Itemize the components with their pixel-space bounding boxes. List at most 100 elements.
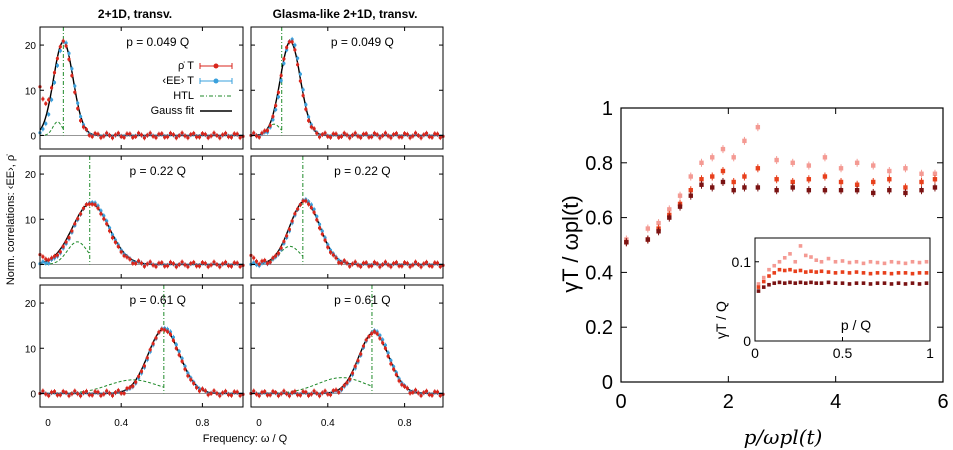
- rho-point: [105, 389, 109, 393]
- rho-point: [320, 391, 324, 395]
- inset-point: [924, 259, 929, 264]
- rho-point: [203, 132, 207, 136]
- rho-point: [128, 257, 132, 261]
- rho-point: [79, 212, 83, 216]
- inset-point: [861, 271, 866, 275]
- rho-point: [203, 261, 207, 265]
- rho-point: [337, 261, 341, 265]
- ytick-label: 0: [30, 389, 36, 400]
- main-point: [731, 179, 736, 185]
- rho-point: [183, 263, 187, 267]
- inset-point: [903, 271, 908, 275]
- inset-point: [777, 267, 782, 272]
- ee-point: [105, 219, 109, 223]
- rho-point: [413, 388, 418, 392]
- rho-point: [186, 374, 190, 378]
- rho-point: [171, 338, 175, 343]
- rho-point: [177, 263, 181, 267]
- legend-marker: [213, 78, 219, 84]
- inset-point: [788, 280, 792, 285]
- ee-point: [110, 233, 115, 237]
- inset-point: [819, 259, 824, 264]
- inset-point: [889, 259, 894, 264]
- rho-point: [254, 259, 259, 263]
- rho-point: [400, 383, 404, 387]
- rho-point: [226, 264, 231, 268]
- ee-point: [47, 112, 51, 116]
- rho-point: [307, 202, 311, 206]
- inset-point: [847, 282, 852, 286]
- ee-point: [58, 49, 62, 53]
- gauss-fit-curve: [39, 40, 243, 137]
- rho-point: [435, 261, 440, 265]
- rho-point: [119, 134, 123, 139]
- main-ytick-label: 0.8: [585, 153, 613, 175]
- rho-point: [274, 254, 278, 258]
- main-point: [854, 182, 860, 187]
- rho-point: [367, 334, 371, 339]
- rho-point: [209, 134, 213, 138]
- rho-point: [105, 131, 109, 135]
- legend-label-rho: ρ̇ T: [178, 60, 194, 72]
- rho-point: [206, 136, 210, 140]
- inset-ytick-label: 0: [743, 333, 751, 349]
- rho-point: [408, 391, 412, 395]
- rho-point: [438, 135, 442, 140]
- rho-point: [403, 131, 407, 136]
- rho-point: [134, 134, 138, 139]
- rho-point: [424, 260, 429, 264]
- ytick-label: 20: [25, 299, 37, 310]
- rho-point: [148, 131, 152, 135]
- ee-point: [307, 200, 311, 204]
- ee-point: [389, 358, 393, 363]
- rho-point: [348, 136, 352, 140]
- main-point: [871, 179, 876, 185]
- main-point: [645, 226, 651, 231]
- rho-point: [218, 265, 222, 269]
- rho-point: [304, 107, 308, 111]
- rho-point: [128, 385, 132, 390]
- right-main-plot: 0 0.2 0.4 0.6 0.8 1 0 2 4 6: [585, 98, 948, 413]
- rho-point: [160, 327, 164, 331]
- inset-point: [917, 282, 922, 286]
- ee-point: [52, 80, 57, 85]
- rho-point: [252, 256, 256, 260]
- rho-point: [119, 391, 123, 395]
- ee-point: [174, 343, 178, 347]
- inset-point: [788, 252, 792, 256]
- ee-point: [102, 214, 106, 218]
- rho-point: [157, 132, 161, 136]
- panel-annotation: p = 0.61 Q: [130, 293, 186, 307]
- rho-point: [424, 131, 429, 135]
- rho-point: [209, 391, 213, 396]
- ee-point: [254, 263, 259, 267]
- main-point: [822, 188, 828, 193]
- right-xlabel: p/ωpl(t): [744, 425, 823, 449]
- rho-point: [427, 393, 431, 397]
- rho-point: [137, 374, 141, 379]
- rho-point: [197, 389, 202, 393]
- ee-point: [296, 56, 300, 60]
- rho-point: [413, 131, 418, 135]
- rho-point: [183, 134, 187, 138]
- rho-point: [235, 390, 239, 394]
- rho-point: [296, 393, 300, 397]
- rho-point: [307, 118, 311, 123]
- rho-point: [427, 135, 431, 139]
- rho-point: [52, 254, 57, 258]
- main-point: [774, 177, 779, 182]
- rho-point: [416, 262, 420, 267]
- inset-xlabel: p / Q: [841, 317, 871, 333]
- rho-point: [99, 212, 103, 216]
- rho-point: [353, 131, 357, 135]
- rho-point: [411, 263, 415, 267]
- rho-point: [293, 212, 297, 216]
- rho-point: [356, 263, 360, 267]
- rho-point: [331, 253, 335, 257]
- rho-point: [218, 136, 222, 140]
- rho-point: [108, 391, 112, 395]
- inset-point: [782, 281, 787, 285]
- main-ytick-label: 0.4: [585, 262, 613, 284]
- rho-point: [52, 71, 57, 75]
- rho-point: [328, 135, 333, 140]
